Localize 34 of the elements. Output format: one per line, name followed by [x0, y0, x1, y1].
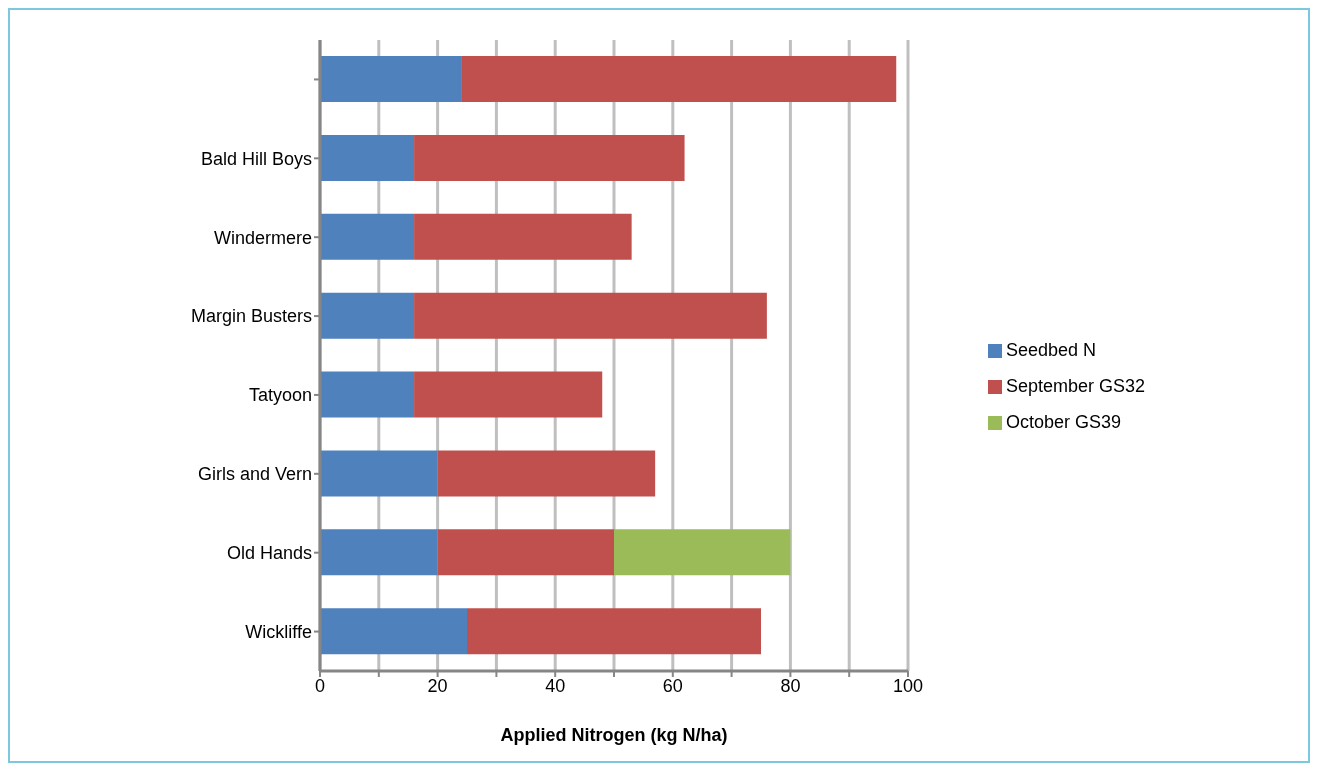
x-tick-label: 100: [892, 675, 924, 696]
bar: [414, 292, 767, 339]
bar: [320, 134, 415, 181]
bar: [414, 134, 685, 181]
x-tick-label: 60: [662, 675, 683, 696]
y-tick-label: Girls and Vern: [197, 464, 312, 485]
bar: [437, 529, 614, 576]
bar: [437, 450, 656, 497]
bar: [614, 529, 791, 576]
x-axis-title: Applied Nitrogen (kg N/ha): [500, 725, 728, 745]
bar: [320, 213, 415, 260]
bar: [320, 292, 415, 339]
legend-label: September GS32: [1006, 375, 1146, 396]
bar: [320, 608, 467, 655]
bar: [320, 371, 415, 418]
y-tick-label: Windermere: [213, 227, 312, 248]
bar: [461, 56, 897, 102]
bar: [467, 608, 761, 655]
x-tick-label: 0: [314, 675, 326, 696]
x-tick-label: 20: [427, 675, 448, 696]
y-tick-label: Margin Busters: [190, 306, 312, 327]
y-tick-label: Wickliffe: [245, 621, 312, 642]
legend-label: Seedbed N: [1006, 339, 1097, 360]
legend-label: October GS39: [1006, 411, 1122, 432]
y-tick-label: Old Hands: [226, 543, 312, 564]
y-tick-label: Tatyoon: [248, 385, 312, 406]
y-tick-label: Bald Hill Boys: [200, 148, 312, 169]
x-tick-label: 80: [780, 675, 801, 696]
bar: [414, 213, 632, 260]
bar: [320, 56, 462, 102]
bar: [320, 529, 438, 576]
x-tick-label: 40: [545, 675, 566, 696]
bar: [414, 371, 603, 418]
bar: [320, 450, 438, 497]
